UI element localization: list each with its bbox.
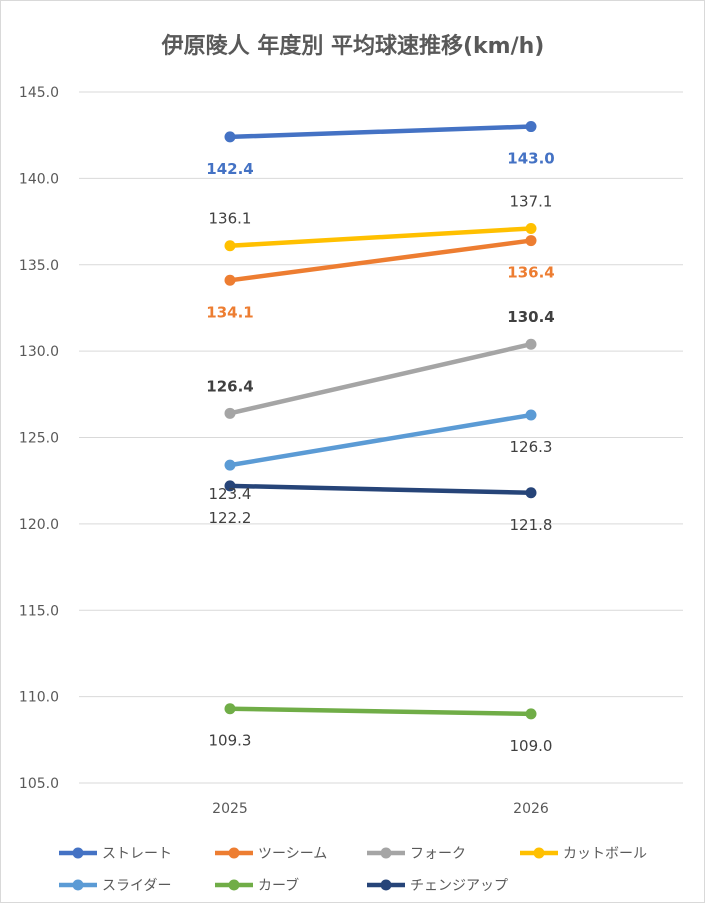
data-point <box>224 274 236 286</box>
y-tick-label: 110.0 <box>19 690 59 706</box>
legend-item: カーブ <box>215 877 299 894</box>
data-label: 126.4 <box>206 377 253 395</box>
data-point <box>224 703 236 715</box>
data-point <box>224 131 236 143</box>
legend-marker <box>72 879 84 891</box>
data-label: 109.0 <box>510 737 553 755</box>
x-tick-label: 2025 <box>212 801 248 817</box>
y-tick-label: 135.0 <box>19 258 59 274</box>
legend-item: ツーシーム <box>215 846 327 862</box>
legend-label: カットボール <box>563 846 647 862</box>
data-label: 130.4 <box>507 308 554 326</box>
series-line <box>227 124 534 140</box>
y-tick-label: 115.0 <box>19 603 59 619</box>
series-lines <box>224 121 537 720</box>
series-line <box>227 341 534 416</box>
legend-item: カットボール <box>520 846 647 862</box>
data-point <box>224 407 236 419</box>
data-point <box>525 121 537 133</box>
legend-label: ストレート <box>102 846 172 862</box>
legend-marker <box>72 847 84 859</box>
legend-item: ストレート <box>59 846 172 862</box>
data-label: 126.3 <box>510 438 553 456</box>
legend-item: チェンジアップ <box>367 878 508 894</box>
data-point <box>525 222 537 234</box>
data-point <box>525 708 537 720</box>
legend-marker <box>228 879 240 891</box>
data-point <box>224 480 236 492</box>
legend-marker <box>533 847 545 859</box>
gridlines <box>79 91 683 784</box>
legend-marker <box>228 847 240 859</box>
y-axis-ticks: 145.0 140.0 135.0 130.0 125.0 120.0 115.0 110.0… <box>19 85 59 792</box>
legend-label: チェンジアップ <box>410 878 508 894</box>
data-point <box>224 240 236 252</box>
data-label: 134.1 <box>206 303 253 321</box>
data-label: 109.3 <box>209 732 252 750</box>
data-point <box>224 459 236 471</box>
legend-label: カーブ <box>258 877 299 894</box>
data-label: 136.1 <box>209 210 252 228</box>
legend-label: スライダー <box>102 878 171 894</box>
legend-label: ツーシーム <box>258 846 327 862</box>
legend-item: フォーク <box>367 846 466 862</box>
data-point <box>525 338 537 350</box>
y-tick-label: 125.0 <box>19 431 59 447</box>
series-line <box>227 238 534 283</box>
legend-label: フォーク <box>410 846 466 862</box>
series-line <box>227 483 534 496</box>
data-label: 143.0 <box>507 150 554 168</box>
data-point <box>525 409 537 421</box>
chart-title: 伊原陵人 年度別 平均球速推移(km/h) <box>161 33 545 59</box>
data-label: 123.4 <box>209 485 252 503</box>
legend-marker <box>380 847 392 859</box>
data-label: 142.4 <box>206 160 253 178</box>
x-tick-label: 2026 <box>513 801 549 817</box>
data-label: 136.4 <box>507 264 554 282</box>
data-labels: 142.4 143.0 134.1 136.4 126.4 130.4 136.1 137.1… <box>206 150 554 755</box>
y-tick-label: 130.0 <box>19 344 59 360</box>
y-tick-label: 105.0 <box>19 776 59 792</box>
legend-marker <box>380 879 392 891</box>
y-tick-label: 120.0 <box>19 517 59 533</box>
legend-item: スライダー <box>59 878 171 894</box>
series-line <box>227 412 534 468</box>
y-tick-label: 140.0 <box>19 171 59 187</box>
series-line <box>227 226 534 248</box>
y-tick-label: 145.0 <box>19 85 59 101</box>
data-label: 137.1 <box>510 192 553 210</box>
series-line <box>227 706 534 717</box>
data-point <box>525 235 537 247</box>
data-label: 121.8 <box>510 516 553 534</box>
data-label: 122.2 <box>209 509 252 527</box>
data-point <box>525 487 537 499</box>
x-axis-ticks: 2025 2026 <box>212 801 549 817</box>
